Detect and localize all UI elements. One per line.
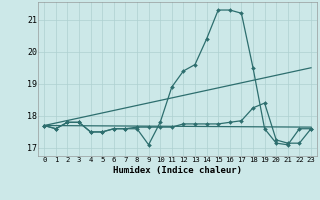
X-axis label: Humidex (Indice chaleur): Humidex (Indice chaleur) (113, 166, 242, 175)
